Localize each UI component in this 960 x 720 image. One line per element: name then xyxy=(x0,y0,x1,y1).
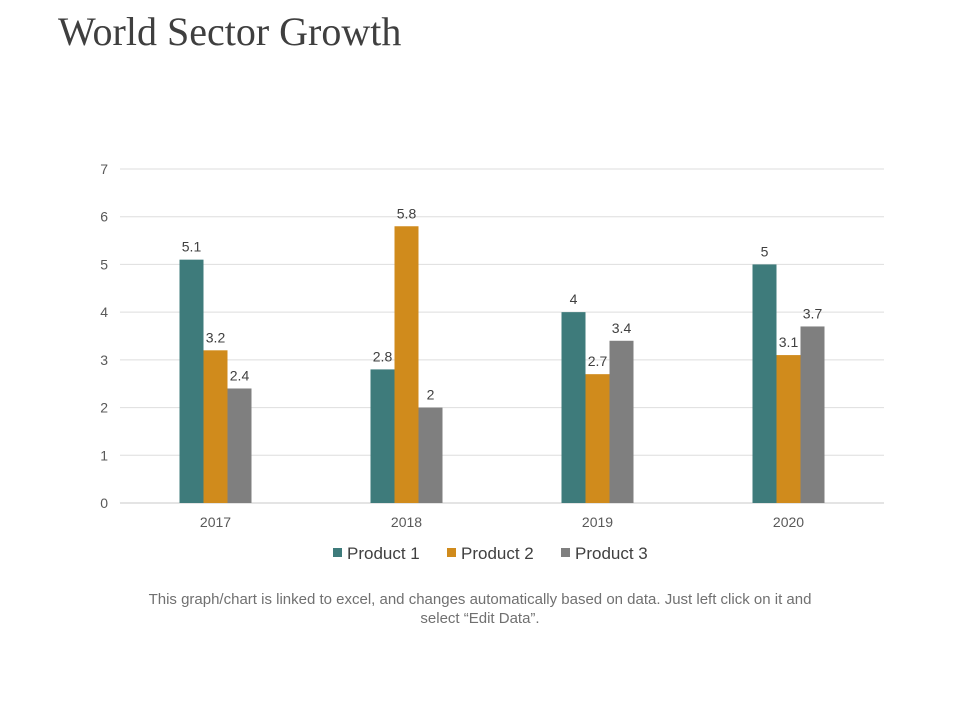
data-label: 3.2 xyxy=(206,329,226,345)
y-tick-label: 7 xyxy=(100,161,108,177)
bar[interactable] xyxy=(203,350,228,503)
data-label: 3.7 xyxy=(803,305,823,321)
y-tick-label: 4 xyxy=(100,304,108,320)
x-tick-label: 2019 xyxy=(582,514,613,530)
bar[interactable] xyxy=(227,388,252,503)
bar[interactable] xyxy=(609,340,634,503)
data-label: 4 xyxy=(570,291,578,307)
legend-swatch xyxy=(333,548,342,557)
slide-title: World Sector Growth xyxy=(58,9,402,54)
data-label: 5.8 xyxy=(397,205,417,221)
bar[interactable] xyxy=(776,355,801,503)
x-tick-label: 2018 xyxy=(391,514,422,530)
y-tick-label: 5 xyxy=(100,256,108,272)
x-axis-ticks: 2017 2018 2019 2020 xyxy=(200,514,804,530)
legend-swatch xyxy=(561,548,570,557)
legend-label[interactable]: Product 2 xyxy=(461,544,534,563)
data-label: 2.8 xyxy=(373,348,393,364)
y-tick-label: 0 xyxy=(100,495,108,511)
data-label: 2.7 xyxy=(588,353,608,369)
legend-swatch xyxy=(447,548,456,557)
bar[interactable] xyxy=(561,312,586,503)
bar[interactable] xyxy=(179,259,204,503)
legend-label[interactable]: Product 1 xyxy=(347,544,420,563)
x-tick-label: 2017 xyxy=(200,514,231,530)
bar[interactable] xyxy=(418,407,443,503)
x-tick-label: 2020 xyxy=(773,514,804,530)
bar[interactable] xyxy=(394,226,419,503)
data-labels: 5.1 3.2 2.4 2.8 5.8 2 4 2.7 3.4 5 3.13.7 xyxy=(182,205,823,402)
legend[interactable]: Product 1 Product 2 Product 3 xyxy=(333,544,648,563)
y-axis-ticks: 0 1 2 3 4 5 6 7 xyxy=(100,161,108,511)
data-label: 3.4 xyxy=(612,320,632,336)
bars[interactable] xyxy=(179,226,825,503)
bar[interactable] xyxy=(800,326,825,503)
data-label: 2.4 xyxy=(230,367,250,383)
data-label: 2 xyxy=(427,387,435,403)
data-label: 5.1 xyxy=(182,239,202,255)
data-label: 3.1 xyxy=(779,334,799,350)
bar[interactable] xyxy=(585,374,610,503)
data-label: 5 xyxy=(761,243,769,259)
y-tick-label: 2 xyxy=(100,400,108,416)
y-tick-label: 1 xyxy=(100,447,108,463)
legend-label[interactable]: Product 3 xyxy=(575,544,648,563)
y-tick-label: 6 xyxy=(100,209,108,225)
bar[interactable] xyxy=(752,264,777,503)
bar[interactable] xyxy=(370,369,395,503)
chart-caption: This graph/chart is linked to excel, and… xyxy=(148,591,812,627)
y-tick-label: 3 xyxy=(100,352,108,368)
